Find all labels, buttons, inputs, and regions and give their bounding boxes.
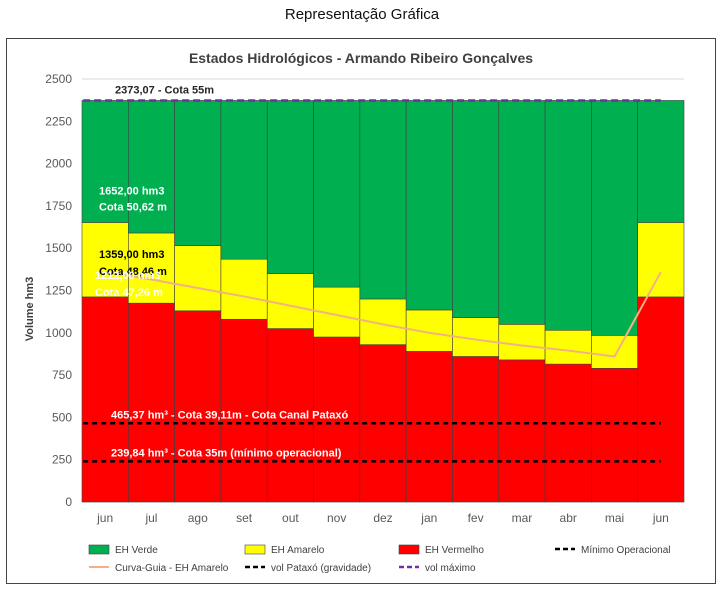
bar-eh-vermelho [128, 302, 175, 503]
y-ticks: 0 250 500 750 1000 1250 1500 1750 2000 2250 2500 [45, 72, 72, 509]
x-tick-label: fev [468, 511, 484, 525]
x-tick-label: dez [373, 511, 392, 525]
annotation-max: 2373,07 - Cota 55m [115, 84, 214, 96]
bar-eh-verde [128, 100, 175, 234]
y-tick-label: 1000 [45, 326, 72, 340]
bar-eh-vermelho [591, 368, 638, 503]
y-tick-label: 2500 [45, 72, 72, 86]
bar-eh-verde [591, 100, 638, 336]
annotation-verde-cota: Cota 50,62 m [99, 201, 167, 213]
bar-eh-amarelo [174, 245, 222, 312]
annotation-pataxo: 465,37 hm³ - Cota 39,11m - Cota Canal Pa… [111, 409, 348, 421]
chart-title: Estados Hidrológicos - Armando Ribeiro G… [189, 50, 533, 66]
chart-svg: Estados Hidrológicos - Armando Ribeiro G… [24, 50, 685, 574]
x-tick-label: nov [327, 511, 346, 525]
y-tick-label: 2250 [45, 114, 72, 128]
bar-eh-vermelho [544, 363, 592, 503]
bar-eh-verde [452, 100, 500, 318]
bar-eh-verde [220, 100, 268, 260]
x-tick-label: set [236, 511, 253, 525]
bar-eh-vermelho [220, 318, 268, 503]
chart-frame: Estados Hidrológicos - Armando Ribeiro G… [6, 38, 716, 584]
bars [81, 100, 685, 503]
y-tick-label: 2000 [45, 157, 72, 171]
bar-eh-amarelo [591, 335, 638, 369]
annotation-amarelo-vol: 1359,00 hm3 [99, 249, 164, 261]
bar-eh-amarelo [220, 258, 268, 320]
legend: EH Verde EH Amarelo EH Vermelho Mínimo Oper… [88, 544, 670, 574]
bar-eh-vermelho [498, 359, 546, 503]
bar-eh-amarelo [81, 222, 129, 298]
annotation-vermelho-cota: Cota 47,26 m [95, 287, 163, 299]
bar-eh-verde [405, 100, 453, 311]
x-tick-label: jan [420, 511, 437, 525]
legend-label: Mínimo Operacional [581, 545, 670, 556]
legend-swatch [88, 544, 110, 555]
legend-label: EH Vermelho [425, 545, 484, 556]
curva-guia-line [104, 271, 662, 358]
bar-eh-vermelho [81, 296, 129, 503]
y-tick-label: 500 [52, 410, 72, 424]
x-tick-label: jun [652, 511, 669, 525]
bar-eh-verde [359, 100, 407, 300]
legend-label: vol máximo [425, 563, 476, 574]
x-tick-label: out [282, 511, 299, 525]
x-ticks: jun jul ago set out nov dez jan fev mar abr mai jun [96, 511, 669, 525]
bar-eh-amarelo [637, 222, 685, 298]
bar-eh-verde [544, 100, 592, 331]
annotation-vermelho-vol: 1212,00 hm3 [95, 270, 160, 282]
bar-eh-vermelho [266, 328, 314, 503]
y-tick-label: 1250 [45, 284, 72, 298]
bar-eh-vermelho [452, 356, 500, 503]
y-tick-label: 750 [52, 368, 72, 382]
legend-swatch [398, 544, 420, 555]
x-tick-label: jun [96, 511, 113, 525]
annotation-minimo: 239,84 hm³ - Cota 35m (mínimo operaciona… [111, 447, 342, 459]
bar-eh-verde [81, 100, 129, 223]
legend-label: vol Pataxó (gravidade) [271, 563, 371, 574]
legend-label: EH Verde [115, 545, 158, 556]
legend-swatch [244, 544, 266, 555]
bar-eh-vermelho [637, 296, 685, 503]
x-tick-label: mai [605, 511, 624, 525]
x-tick-label: abr [560, 511, 577, 525]
annotation-amarelo-cota: Cota 48,46 m [99, 266, 167, 278]
x-tick-label: jul [144, 511, 157, 525]
bar-eh-verde [174, 100, 222, 246]
y-tick-label: 1500 [45, 241, 72, 255]
x-tick-label: mar [512, 511, 533, 525]
y-tick-label: 1750 [45, 199, 72, 213]
legend-label: Curva-Guia - EH Amarelo [115, 563, 229, 574]
annotation-verde-vol: 1652,00 hm3 [99, 185, 164, 197]
bar-eh-vermelho [174, 310, 222, 503]
y-tick-label: 250 [52, 453, 72, 467]
x-tick-label: ago [188, 511, 208, 525]
bar-eh-vermelho [313, 336, 361, 503]
page-title: Representação Gráfica [284, 6, 440, 23]
bar-eh-amarelo [498, 324, 546, 361]
bar-eh-verde [266, 100, 314, 274]
y-axis-label: Volume hm3 [24, 277, 36, 342]
bar-eh-vermelho [405, 351, 453, 503]
bar-eh-verde [498, 100, 546, 325]
bar-eh-amarelo [544, 329, 592, 365]
bar-eh-verde [637, 100, 685, 223]
guide-lines [83, 99, 662, 463]
bar-eh-amarelo [128, 232, 175, 304]
y-tick-label: 0 [65, 495, 72, 509]
legend-label: EH Amarelo [271, 545, 325, 556]
bar-eh-amarelo [266, 273, 314, 329]
bar-eh-verde [313, 100, 361, 288]
annotations: 2373,07 - Cota 55m 1652,00 hm3 Cota 50,62 … [95, 84, 348, 459]
